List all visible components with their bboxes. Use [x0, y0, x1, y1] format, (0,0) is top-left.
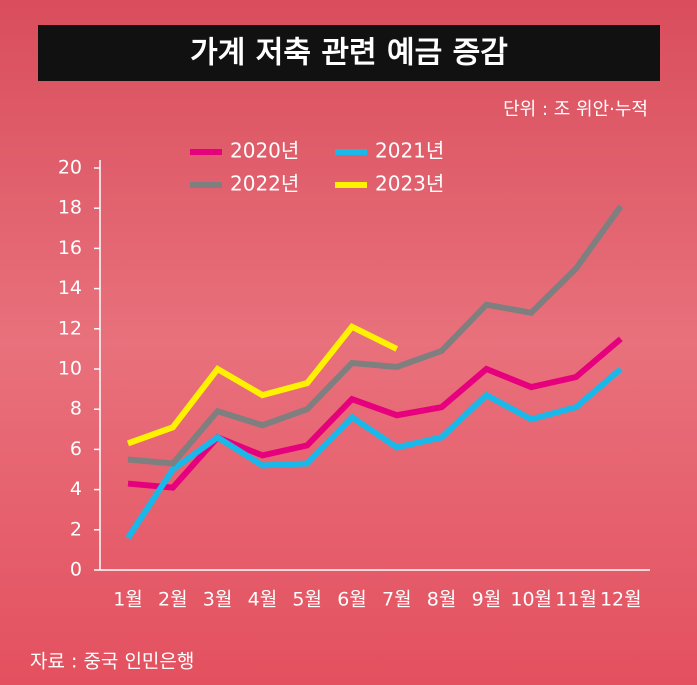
y-tick-label: 4: [70, 478, 82, 500]
source-label: 자료 : 중국 인민은행: [30, 651, 194, 673]
x-tick-label: 11월: [555, 589, 597, 611]
legend-label: 2021년: [375, 139, 444, 163]
y-tick-label: 8: [70, 398, 82, 420]
x-tick-label: 10월: [510, 589, 552, 611]
y-tick-label: 20: [58, 157, 82, 179]
x-tick-label: 7월: [382, 589, 412, 611]
y-tick-label: 10: [58, 358, 82, 380]
y-tick-label: 2: [70, 518, 82, 540]
y-tick-label: 6: [70, 438, 82, 460]
x-tick-label: 3월: [203, 589, 233, 611]
x-tick-label: 4월: [248, 589, 278, 611]
y-tick-label: 0: [70, 559, 82, 581]
x-tick-label: 6월: [337, 589, 367, 611]
series-line: [125, 366, 623, 540]
unit-label: 단위 : 조 위안·누적: [503, 99, 648, 120]
x-tick-label: 5월: [292, 589, 322, 611]
series-line: [126, 323, 399, 447]
y-tick-label: 12: [58, 317, 82, 339]
y-tick-label: 16: [58, 237, 82, 259]
series-line: [127, 204, 624, 467]
y-tick-label: 18: [58, 197, 82, 219]
y-tick-label: 14: [58, 277, 82, 299]
chart-title: 가계 저축 관련 예금 증감: [190, 36, 508, 71]
x-tick-label: 1월: [113, 589, 143, 611]
x-tick-label: 2월: [158, 589, 188, 611]
x-tick-label: 8월: [427, 589, 457, 611]
x-tick-label: 12월: [600, 589, 642, 611]
legend-label: 2022년: [230, 172, 299, 196]
legend-label: 2023년: [375, 172, 444, 196]
x-tick-label: 9월: [472, 589, 502, 611]
title-bar: [38, 25, 660, 81]
legend-label: 2020년: [230, 139, 299, 163]
